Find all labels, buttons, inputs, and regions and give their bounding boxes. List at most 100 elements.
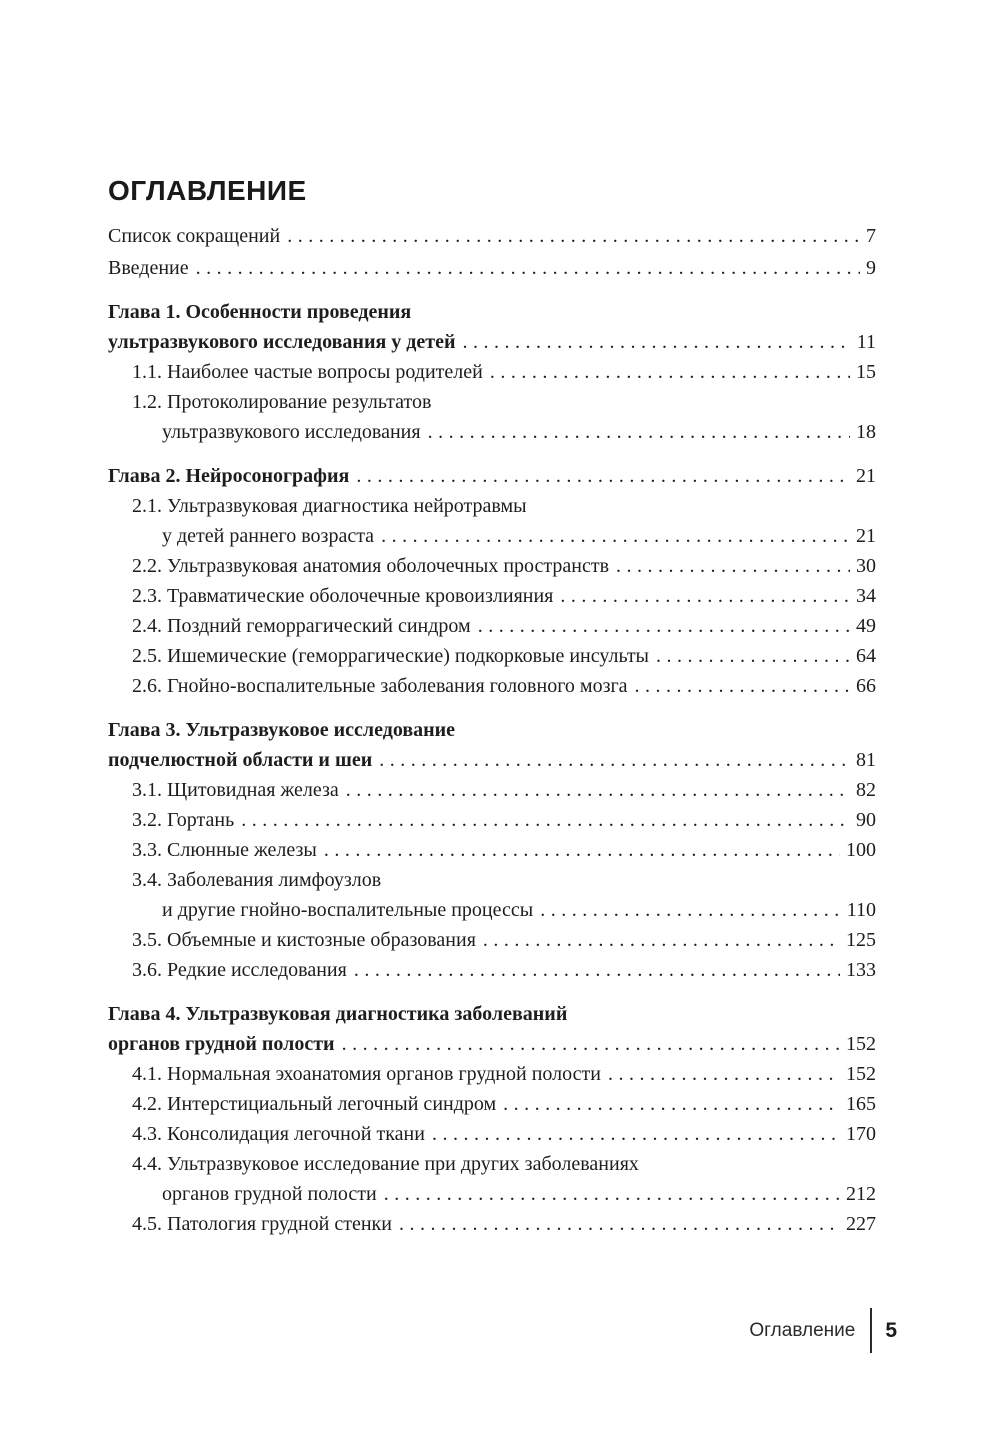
- toc-entry: 3.2. Гортань 90: [108, 805, 876, 835]
- toc-entry: Глава 3. Ультразвуковое исследование подч…: [108, 715, 876, 775]
- dot-leader: [381, 521, 850, 551]
- toc-entry-text: Глава 1. Особенности проведения: [108, 301, 412, 323]
- toc-entry-text: 4.4. Ультразвуковое исследование при дру…: [132, 1153, 639, 1175]
- toc-page-number: 49: [856, 615, 876, 637]
- toc-entry: 4.3. Консолидация легочной ткани 170: [108, 1119, 876, 1149]
- toc-entry-text: 1.1. Наиболее частые вопросы родителей: [132, 361, 483, 383]
- page-title: ОГЛАВЛЕНИЕ: [108, 175, 307, 206]
- toc-entry-line: 3.1. Щитовидная железа 82: [108, 775, 876, 805]
- toc-page-number: 15: [856, 361, 876, 383]
- toc-entry-line: 3.5. Объемные и кистозные образования 125: [108, 925, 876, 955]
- dot-leader: [379, 745, 850, 775]
- toc-entry-line: Список сокращений 7: [108, 221, 876, 251]
- dot-leader: [463, 327, 851, 357]
- dot-leader: [503, 1089, 840, 1119]
- footer-page-number: 5: [885, 1318, 897, 1342]
- toc-entry: 2.5. Ишемические (геморрагические) подко…: [108, 641, 876, 671]
- toc-entry-line: 4.4. Ультразвуковое исследование при дру…: [108, 1149, 876, 1179]
- toc-entry-text: 2.4. Поздний геморрагический синдром: [132, 615, 471, 637]
- dot-leader: [342, 1029, 840, 1059]
- toc-entry-line: 4.1. Нормальная эхоанатомия органов груд…: [108, 1059, 876, 1089]
- toc-entry-text: 3.4. Заболевания лимфоузлов: [132, 869, 382, 891]
- dot-leader: [540, 895, 841, 925]
- toc-page-number: 152: [846, 1063, 876, 1085]
- toc-entry: 2.3. Травматические оболочечные кровоизл…: [108, 581, 876, 611]
- footer-section-label: Оглавление: [749, 1319, 856, 1341]
- toc-entry-line: Введение 9: [108, 253, 876, 283]
- toc-page-number: 152: [846, 1033, 876, 1055]
- toc-entry-line: 3.6. Редкие исследования 133: [108, 955, 876, 985]
- toc-entry-text: ультразвукового исследования: [162, 421, 421, 443]
- toc-entry: 3.3. Слюнные железы 100: [108, 835, 876, 865]
- toc-page-number: 7: [866, 225, 876, 247]
- toc-page-number: 11: [856, 331, 876, 353]
- toc-entry: Список сокращений 7: [108, 221, 876, 251]
- toc-entry-line: Глава 2. Нейросонография 21: [108, 461, 876, 491]
- toc-entry-text: ультразвукового исследования у детей: [108, 331, 456, 353]
- toc-entry-line: 2.4. Поздний геморрагический синдром 49: [108, 611, 876, 641]
- toc-entry-line: 3.3. Слюнные железы 100: [108, 835, 876, 865]
- toc-entry: 4.1. Нормальная эхоанатомия органов груд…: [108, 1059, 876, 1089]
- toc-page-number: 170: [846, 1123, 876, 1145]
- toc-entry: Глава 4. Ультразвуковая диагностика забо…: [108, 999, 876, 1059]
- toc-entry-line: 2.2. Ультразвуковая анатомия оболочечных…: [108, 551, 876, 581]
- toc-entry-line: 1.2. Протоколирование результатов: [108, 387, 876, 417]
- dot-leader: [287, 221, 860, 251]
- toc-page-number: 64: [856, 645, 876, 667]
- toc-page-number: 21: [856, 465, 876, 487]
- dot-leader: [399, 1209, 840, 1239]
- toc-entry: 3.5. Объемные и кистозные образования 125: [108, 925, 876, 955]
- toc-page-number: 34: [856, 585, 876, 607]
- toc-entry-text: 2.2. Ультразвуковая анатомия оболочечных…: [132, 555, 610, 577]
- toc-entry: Глава 1. Особенности проведения ультразву…: [108, 297, 876, 357]
- page-footer: Оглавление 5: [749, 1308, 897, 1353]
- toc-page-number: 18: [856, 421, 876, 443]
- toc-entry-line: ультразвукового исследования 18: [108, 417, 876, 447]
- toc-entry-line: органов грудной полости 152: [108, 1029, 876, 1059]
- toc-entry-text: 4.5. Патология грудной стенки: [132, 1213, 392, 1235]
- toc-entry-text: и другие гнойно-воспалительные процессы: [162, 899, 534, 921]
- dot-leader: [346, 775, 850, 805]
- footer-divider: [870, 1308, 873, 1353]
- toc-entry-text: 2.6. Гнойно-воспалительные заболевания г…: [132, 675, 628, 697]
- dot-leader: [354, 955, 840, 985]
- toc-list: Список сокращений 7 Введение 9 Глава 1. Особ…: [108, 221, 876, 1239]
- toc-page-number: 66: [856, 675, 876, 697]
- dot-leader: [384, 1179, 840, 1209]
- toc-entry: Введение 9: [108, 253, 876, 283]
- dot-leader: [432, 1119, 840, 1149]
- toc-entry-text: подчелюстной области и шеи: [108, 749, 373, 771]
- toc-entry: 1.2. Протоколирование результатов ультраз…: [108, 387, 876, 447]
- toc-entry-line: у детей раннего возраста 21: [108, 521, 876, 551]
- toc-entry-text: Глава 4. Ультразвуковая диагностика забо…: [108, 1003, 568, 1025]
- dot-leader: [490, 357, 850, 387]
- toc-page-number: 100: [846, 839, 876, 861]
- dot-leader: [356, 461, 850, 491]
- toc-entry-line: 4.5. Патология грудной стенки 227: [108, 1209, 876, 1239]
- toc-entry-text: 3.3. Слюнные железы: [132, 839, 317, 861]
- toc-page-number: 227: [846, 1213, 876, 1235]
- toc-entry-line: 2.3. Травматические оболочечные кровоизл…: [108, 581, 876, 611]
- toc-entry: 3.1. Щитовидная железа 82: [108, 775, 876, 805]
- dot-leader: [324, 835, 840, 865]
- dot-leader: [196, 253, 860, 283]
- toc-entry-text: Список сокращений: [108, 225, 281, 247]
- dot-leader: [608, 1059, 840, 1089]
- toc-entry: 2.6. Гнойно-воспалительные заболевания г…: [108, 671, 876, 701]
- toc-entry-line: ультразвукового исследования у детей 11: [108, 327, 876, 357]
- toc-entry-line: и другие гнойно-воспалительные процессы 1…: [108, 895, 876, 925]
- toc-entry: Глава 2. Нейросонография 21: [108, 461, 876, 491]
- toc-entry-text: у детей раннего возраста: [162, 525, 375, 547]
- toc-page-number: 165: [846, 1093, 876, 1115]
- toc-entry-line: Глава 1. Особенности проведения: [108, 297, 876, 327]
- toc-entry-text: 2.3. Травматические оболочечные кровоизл…: [132, 585, 554, 607]
- toc-page-number: 110: [846, 899, 876, 921]
- dot-leader: [616, 551, 850, 581]
- toc-entry-text: 4.1. Нормальная эхоанатомия органов груд…: [132, 1063, 601, 1085]
- toc-entry: 4.2. Интерстициальный легочный синдром 16…: [108, 1089, 876, 1119]
- toc-entry: 3.6. Редкие исследования 133: [108, 955, 876, 985]
- toc-entry-text: органов грудной полости: [108, 1033, 335, 1055]
- toc-entry: 4.4. Ультразвуковое исследование при дру…: [108, 1149, 876, 1209]
- toc-entry: 3.4. Заболевания лимфоузлов и другие гной…: [108, 865, 876, 925]
- toc-entry-text: 3.5. Объемные и кистозные образования: [132, 929, 476, 951]
